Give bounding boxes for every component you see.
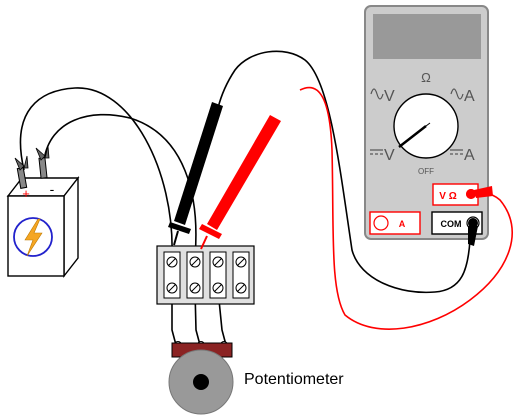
battery-side [63, 175, 79, 279]
wire-red-lead-to-voltohm [299, 86, 514, 330]
selector-pointer-tail [425, 122, 431, 127]
amp-jack-label: A [399, 219, 406, 229]
dc-voltage-symbol-icon [370, 149, 383, 155]
red-probe [199, 115, 281, 250]
battery-plus-label: + [22, 186, 30, 201]
red-probe-handle [207, 115, 281, 230]
terminal-column-2 [186, 251, 204, 299]
lightning-bolt-icon [24, 218, 43, 257]
ac-current-wave-icon [450, 88, 464, 100]
red-probe-tip [200, 235, 208, 250]
multimeter: Ω V A V A OFF V Ω [364, 5, 493, 246]
black-probe [168, 102, 223, 246]
dc-current-symbol-icon [450, 149, 463, 155]
battery-negative-clip [35, 145, 50, 179]
black-probe-tip [173, 230, 179, 246]
wire-black-lead-to-com [217, 50, 471, 294]
meter-display [373, 14, 481, 59]
dial-off-label: OFF [418, 167, 434, 176]
dial-ohm-label: Ω [421, 70, 431, 85]
battery-minus-label: - [50, 181, 55, 197]
black-plug [468, 218, 478, 246]
ac-voltage-wave-icon [370, 88, 384, 100]
voltohm-jack-label: V Ω [439, 191, 456, 202]
battery: + - [6, 145, 80, 279]
dial-a-ac-label: A [464, 88, 475, 105]
dial-a-dc-label: A [464, 147, 475, 164]
terminal-column-4 [232, 251, 250, 299]
terminal-column-3 [209, 251, 227, 299]
battery-positive-clip [14, 155, 29, 189]
terminal-column-1 [163, 251, 181, 299]
dial-v-ac-label: V [384, 88, 395, 105]
dial-v-dc-label: V [384, 147, 395, 164]
wire-battery-positive [19, 87, 173, 258]
battery-circle [13, 217, 53, 257]
red-probe-guard [199, 224, 222, 239]
wire-battery-negative [43, 113, 197, 258]
black-probe-handle [174, 102, 223, 225]
selector-pointer [398, 125, 427, 148]
pot-shaft [193, 374, 209, 390]
terminal-strip [156, 245, 255, 305]
com-jack-label: COM [441, 219, 462, 229]
black-probe-guard [168, 222, 191, 234]
red-plug [466, 186, 493, 199]
potentiometer: Potentiometer [168, 341, 344, 415]
potentiometer-label: Potentiometer [244, 371, 344, 388]
amp-jack[interactable]: A [369, 211, 421, 235]
